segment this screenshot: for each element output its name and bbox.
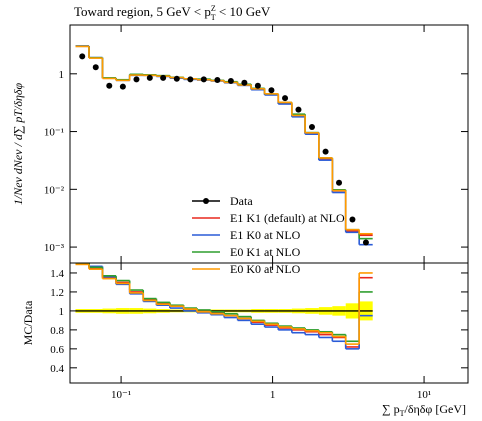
title-part: Toward region, 5 GeV < p (74, 4, 211, 19)
y-tick-label: 10⁻¹ (44, 127, 64, 139)
x-axis-label: ∑ pT/δηδφ [GeV] (382, 402, 466, 418)
ratio-y-tick-label: 0.4 (50, 363, 64, 375)
data-point (282, 95, 289, 102)
data-point (241, 79, 248, 86)
ratio-y-tick-label: 0.6 (50, 344, 64, 356)
y-tick-label: 10⁻² (44, 184, 65, 196)
legend-label: E0 K0 at NLO (230, 262, 301, 276)
data-point (187, 76, 194, 83)
x-tick-label: 10¹ (417, 389, 431, 401)
data-point (268, 87, 275, 94)
y-tick-label: 10⁻³ (44, 242, 65, 254)
legend-label: E1 K0 at NLO (230, 228, 301, 242)
x-tick-label: 10⁻¹ (111, 389, 131, 401)
legend: Data E1 K1 (default) at NLO E1 K0 at NLO E0… (192, 194, 345, 276)
data-point (146, 74, 153, 81)
data-point (160, 74, 167, 81)
xlabel-part: ∑ p (382, 402, 400, 416)
data-point (322, 148, 329, 155)
data-point (308, 123, 315, 130)
ratio-y-tick-label: 1 (59, 306, 65, 318)
data-point (119, 83, 126, 90)
title-part: < 10 GeV (216, 4, 271, 19)
data-point (349, 216, 356, 223)
x-tick-label: 1 (270, 389, 276, 401)
ratio-plot (75, 263, 373, 350)
data-point (227, 78, 234, 85)
data-point (92, 64, 99, 71)
legend-label: E0 K1 at NLO (230, 245, 301, 259)
ratio-y-axis-label: MC/Data (21, 300, 35, 345)
data-point (133, 76, 140, 83)
chart-title: Toward region, 5 GeV < pZ T < 10 GeV (74, 4, 271, 22)
ratio-y-tick-label: 0.8 (50, 325, 64, 337)
data-point (362, 239, 369, 246)
data-point (173, 75, 180, 82)
xlabel-part: T (400, 409, 405, 418)
axes: 10⁻¹ 1 10¹ 10⁻³ 10⁻² 10⁻¹ 1 0.4 0.6 0.8 1 1.2 1.4 (44, 24, 469, 401)
xlabel-part: /δηδφ [GeV] (405, 402, 467, 416)
data-point (106, 82, 113, 89)
data-point (79, 53, 86, 60)
main-plot (75, 45, 373, 246)
legend-label: Data (230, 194, 253, 208)
ratio-frame (69, 262, 469, 384)
y-axis-label: 1/Nev dNev / d∑ pT/δηδφ (11, 82, 25, 205)
data-point (254, 82, 261, 89)
legend-label: E1 K1 (default) at NLO (230, 211, 345, 225)
ratio-y-tick-label: 1.2 (50, 287, 64, 299)
data-point (295, 106, 302, 113)
y-tick-label: 1 (59, 69, 65, 81)
data-point (336, 179, 343, 186)
legend-marker (203, 198, 209, 204)
title-part: T (211, 13, 216, 22)
data-point (200, 76, 207, 83)
data-point (214, 77, 221, 84)
title-part: Z (211, 4, 216, 13)
ratio-y-tick-label: 1.4 (50, 268, 64, 280)
